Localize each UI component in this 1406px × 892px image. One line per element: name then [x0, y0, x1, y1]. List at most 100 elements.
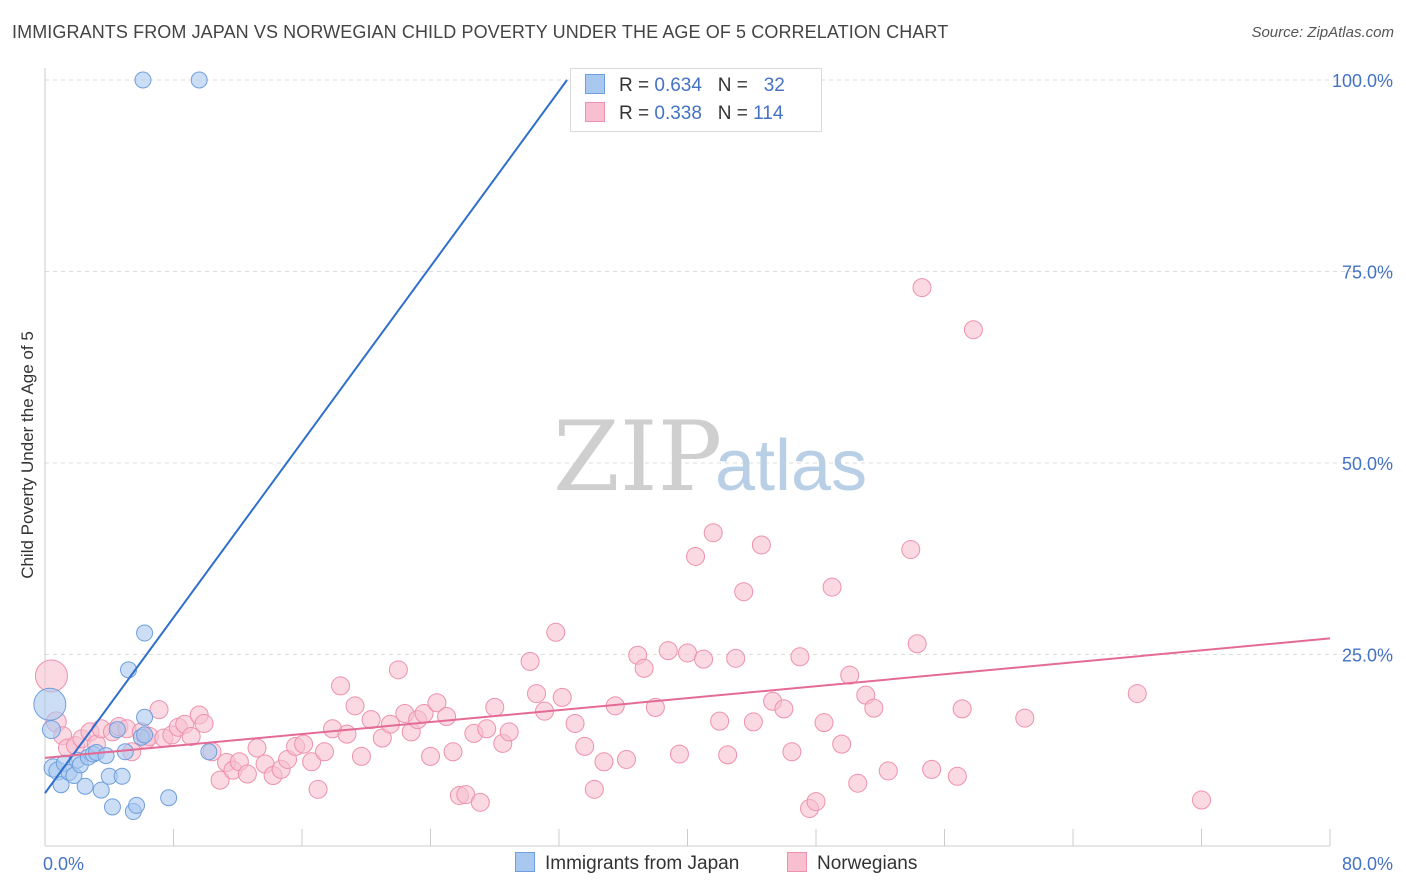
y-tick-label: 100.0% [1332, 71, 1393, 91]
japan-point [128, 796, 146, 814]
japan-trendline [44, 79, 568, 794]
norwegians-point [864, 698, 884, 718]
norwegians-point [678, 643, 697, 663]
norwegians-point [694, 649, 714, 669]
norwegians-point [594, 752, 614, 772]
gridlines [45, 79, 1393, 655]
norwegians-point [912, 278, 932, 298]
norwegians-points [34, 278, 1211, 818]
watermark: ZIP atlas [553, 401, 867, 513]
norwegians-point [351, 746, 371, 766]
norwegians-point [743, 712, 763, 732]
japan-point [103, 798, 121, 816]
japan-point [33, 687, 67, 721]
norwegians-point [237, 764, 257, 784]
legend-japan-n-value: 32 [763, 75, 785, 96]
norway-swatch [585, 102, 605, 122]
norwegians-point [34, 659, 68, 693]
norwegians-point [1192, 790, 1211, 810]
legend-japan-r-label: R = [619, 75, 655, 96]
norwegians-point [963, 320, 983, 340]
norwegians-point [210, 770, 230, 790]
norwegians-point [922, 759, 942, 779]
norwegians-point [790, 647, 810, 667]
norwegians-point [814, 713, 834, 733]
x-tick-label-min: 0.0% [43, 854, 84, 874]
norwegians-point [1127, 684, 1147, 704]
norwegians-point [645, 697, 665, 717]
norwegians-point [527, 684, 547, 704]
norwegians-point [520, 651, 540, 671]
norwegians-point [634, 658, 654, 678]
norwegians-point [337, 724, 357, 744]
chart-title: IMMIGRANTS FROM JAPAN VS NORWEGIAN CHILD… [12, 22, 949, 42]
legend-norway-r-label: R = [619, 103, 655, 124]
norwegians-point [751, 535, 771, 555]
norwegians-point [734, 582, 754, 602]
norwegians-point [477, 719, 497, 739]
norwegians-point [806, 792, 826, 812]
norwegians-point [308, 779, 328, 799]
norwegians-point [302, 752, 322, 772]
legend-row-japan: R = 0.634 N = 32 [585, 74, 785, 100]
japan-point [92, 781, 110, 799]
norwegians-point [774, 699, 794, 719]
japan-point [136, 624, 154, 642]
bottom-japan-swatch [515, 852, 535, 872]
norwegians-point [901, 540, 921, 560]
legend: R = 0.634 N = 32 R = 0.338 N = 114 [570, 68, 822, 132]
watermark-zip: ZIP [553, 401, 722, 513]
japan-points [33, 71, 218, 821]
norwegians-point [718, 745, 738, 765]
norwegians-point [194, 713, 214, 733]
norwegians-point [703, 523, 723, 543]
norwegians-point [345, 696, 365, 716]
japan-point [41, 720, 61, 740]
japan-point [200, 743, 218, 761]
norwegians-point [669, 744, 689, 764]
x-tick-label-max: 80.0% [1342, 854, 1393, 874]
norwegians-point [832, 734, 852, 754]
norwegians-point [427, 693, 447, 713]
norwegians-point [686, 546, 706, 566]
norwegians-point [361, 710, 381, 730]
norwegians-point [726, 648, 746, 668]
japan-point [113, 767, 131, 785]
norwegians-point [822, 577, 842, 597]
japan-point [136, 726, 154, 744]
norwegians-point [947, 766, 967, 786]
norwegians-point [782, 742, 802, 762]
norwegians-point [247, 738, 267, 758]
japan-point [136, 708, 154, 726]
norwegians-point [485, 697, 505, 717]
norwegians-trendline [44, 637, 1331, 759]
norwegians-point [443, 742, 463, 762]
bottom-norway-swatch [787, 852, 807, 872]
legend-japan-r-value: 0.634 [654, 75, 702, 96]
japan-point [190, 71, 208, 89]
norwegians-point [658, 641, 678, 661]
legend-norway-n-label: N = [717, 103, 754, 124]
norwegians-point [575, 736, 595, 756]
norwegians-point [331, 676, 351, 696]
norwegians-point [294, 734, 314, 754]
y-tick-label: 25.0% [1342, 646, 1393, 666]
norwegians-point [878, 761, 898, 781]
norwegians-point [388, 660, 408, 680]
bottom-legend-norway-label: Norwegians [817, 853, 918, 874]
norwegians-point [314, 742, 334, 762]
norwegians-point [181, 726, 201, 746]
japan-point [76, 777, 94, 795]
legend-norway-r-value: 0.338 [654, 103, 702, 124]
legend-japan-n-label: N = [717, 75, 754, 96]
legend-row-norway: R = 0.338 N = 114 [585, 102, 783, 128]
japan-point [97, 747, 115, 765]
tick-labels: 25.0% 50.0% 75.0% 100.0% 0.0% 80.0% [43, 71, 1393, 874]
norwegians-point [421, 746, 440, 766]
japan-point [134, 71, 152, 89]
norwegians-point [565, 713, 585, 733]
norwegians-point [546, 622, 566, 642]
trendlines [44, 79, 1331, 794]
japan-point [52, 776, 70, 794]
